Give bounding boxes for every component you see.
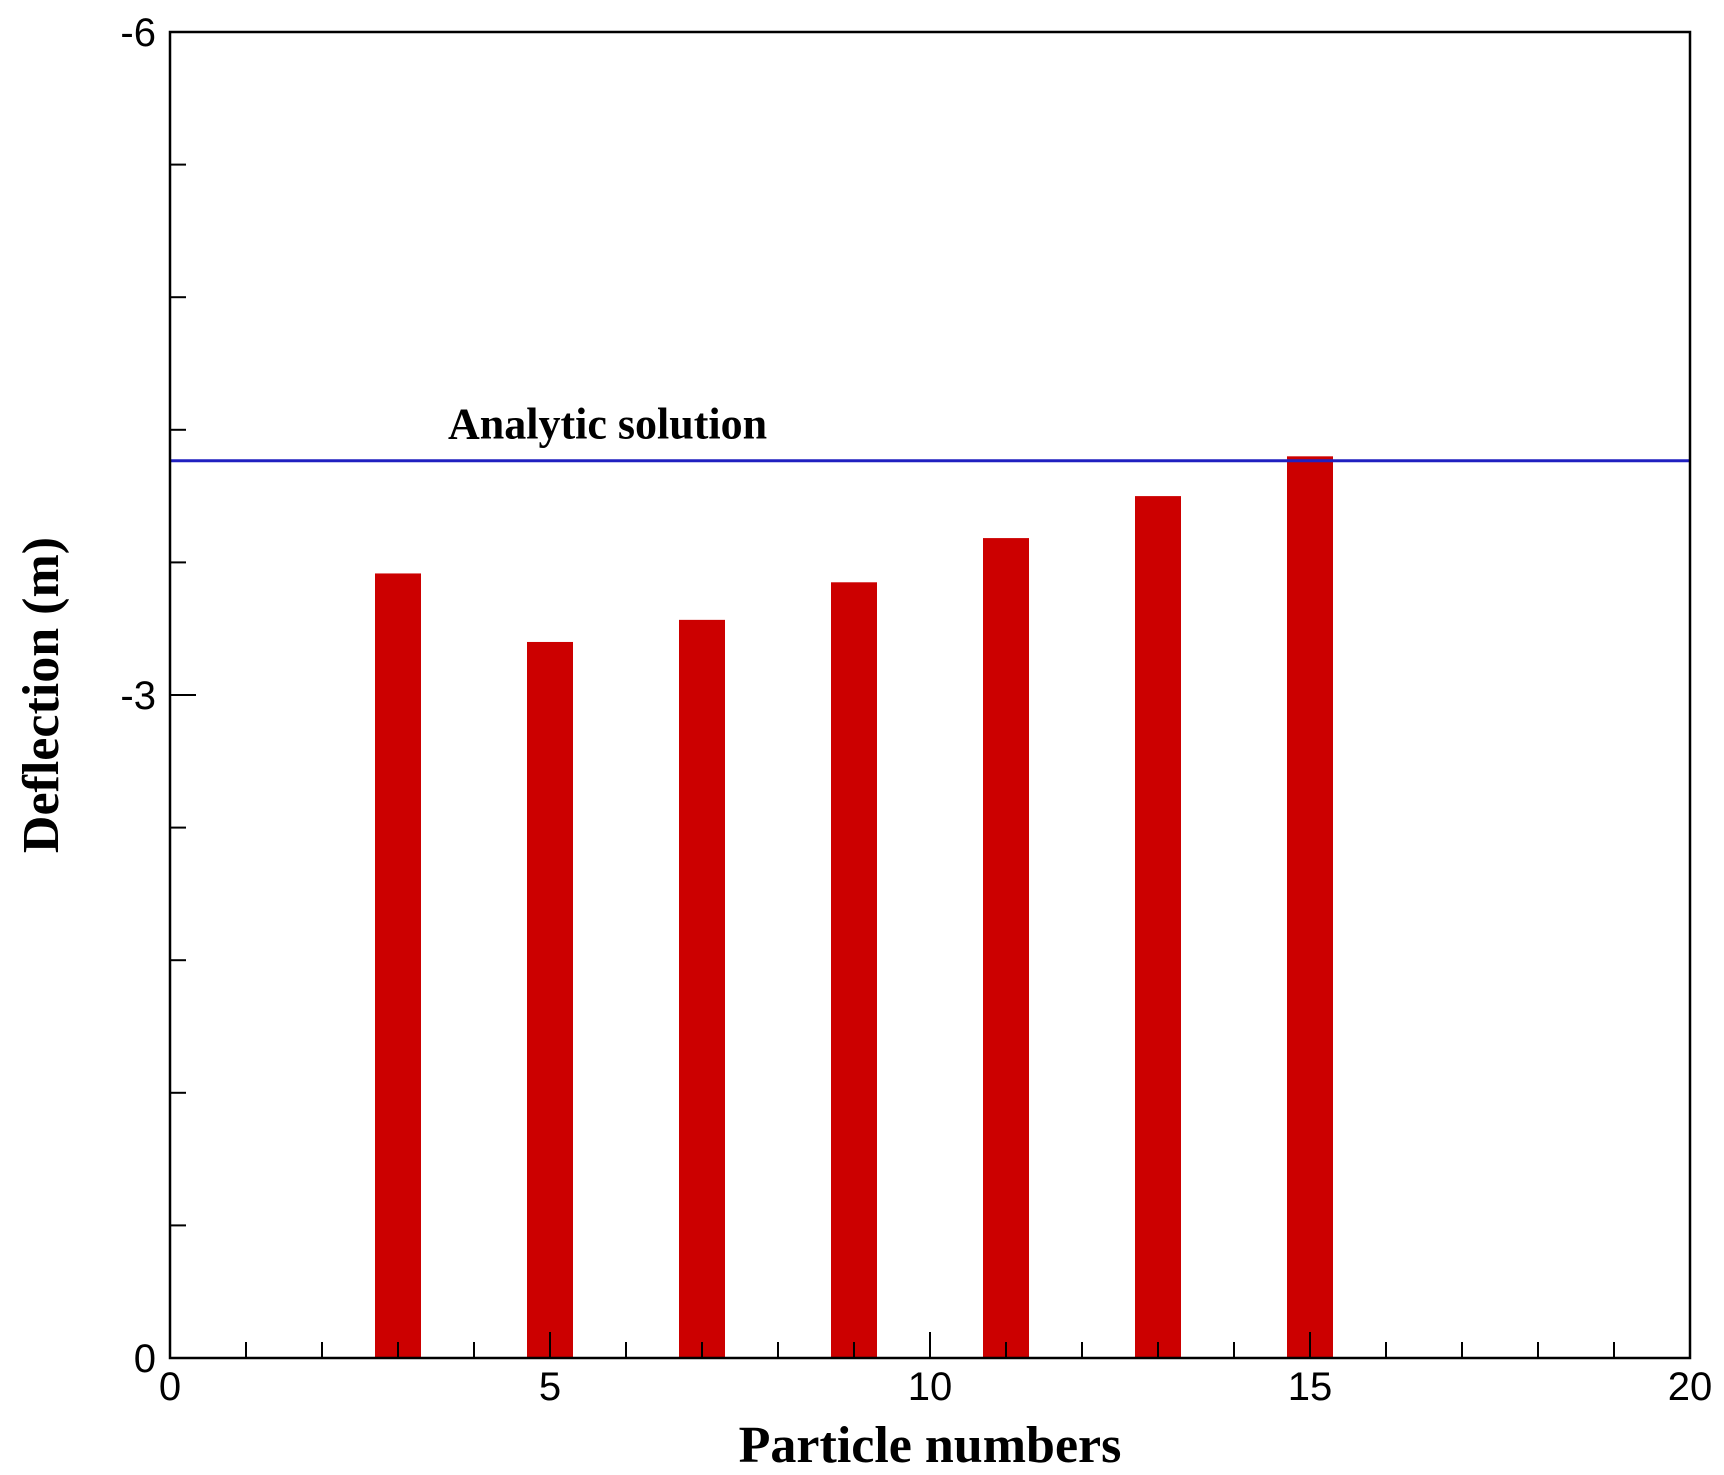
x-axis-ticks: 0 5 10 15 20	[159, 1332, 1712, 1409]
bar-9	[831, 582, 877, 1358]
x-tick-label: 0	[159, 1365, 181, 1409]
x-tick-label: 15	[1288, 1365, 1333, 1409]
bar-7	[679, 619, 725, 1358]
x-axis-title: Particle numbers	[739, 1417, 1122, 1474]
bar-11	[983, 538, 1029, 1358]
y-tick-label: -6	[120, 11, 156, 55]
bars-group	[375, 456, 1333, 1359]
x-tick-label: 5	[539, 1365, 561, 1409]
bar-13	[1135, 496, 1181, 1359]
x-tick-label: 20	[1668, 1365, 1713, 1409]
y-tick-label: 0	[134, 1337, 156, 1381]
y-axis-ticks: 0 -3 -6	[120, 11, 196, 1381]
x-tick-label: 10	[908, 1365, 953, 1409]
bar-15	[1287, 456, 1333, 1358]
bar-3	[375, 573, 421, 1358]
analytic-solution-label: Analytic solution	[448, 400, 767, 449]
y-axis-title: Deflection (m)	[13, 537, 70, 853]
bar-5	[527, 641, 573, 1358]
y-tick-label: -3	[120, 674, 156, 718]
